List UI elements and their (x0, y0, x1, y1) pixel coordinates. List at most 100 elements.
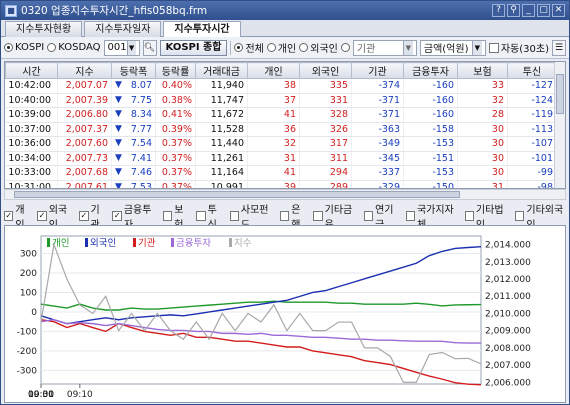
investor-radio-foreign[interactable]: 외국인 (299, 40, 338, 55)
column-header[interactable]: 금융투자 (403, 62, 458, 79)
index-name-button[interactable]: KOSPI 종합 (159, 39, 228, 56)
table-cell: 2,007.73 (57, 151, 112, 166)
column-header[interactable]: 시간 (5, 62, 58, 79)
investor-radio-institution[interactable] (340, 43, 350, 52)
unit-select[interactable]: 금액(억원) ▼ (419, 39, 486, 56)
line-chart: 300 200 100 0 -100 -200 -300 2,014.000 2,013.000… (17, 235, 531, 400)
maximize-button[interactable]: ▢ (537, 4, 550, 17)
column-header[interactable]: 보험 (457, 62, 508, 79)
pin-button[interactable]: ⚲ (507, 4, 520, 17)
chevron-down-icon[interactable]: ▼ (126, 40, 136, 55)
investor-radio-individual[interactable]: 개인 (266, 40, 297, 55)
table-cell: 28 (457, 107, 508, 123)
table-cell: 2,007.60 (57, 136, 112, 152)
y-tick-label-left: 300 (20, 250, 37, 260)
table-cell: 10:33:00 (5, 165, 58, 181)
toolbar: KOSPI KOSDAQ 001 ▼ 🔍︎ KOSPI 종합 전체 개인 외국인 (1, 37, 569, 59)
table-row[interactable]: 10:31:00 2,007.61 ▼ 7.53 0.37% 10,991 39 289 -32… (5, 180, 557, 189)
table-cell: 11,672 (195, 107, 248, 123)
y-tick-label-left: -100 (17, 327, 38, 337)
auto-refresh-checkbox[interactable]: 자동(30초) (488, 40, 549, 55)
column-header[interactable]: 등락률 (155, 62, 196, 79)
change-value: 7.41 (130, 152, 152, 164)
checkbox-box (279, 211, 290, 221)
table-cell: -337 (351, 165, 404, 181)
table-cell: -329 (351, 180, 404, 188)
unit-value: 금액(억원) (423, 44, 469, 55)
market-radio-kosdaq[interactable]: KOSDAQ (47, 42, 101, 53)
table-cell: ▼ 8.34 (111, 107, 156, 123)
minimize-button[interactable]: _ (522, 4, 535, 17)
table-cell: 31 (247, 151, 300, 166)
tab-index-daily[interactable]: 지수투자일자 (84, 21, 162, 37)
up-triangle-icon: ▼ (115, 123, 122, 134)
table-row[interactable]: 10:39:00 2,006.80 ▼ 8.34 0.41% 11,672 41 328 -37… (5, 107, 557, 123)
window-title: 0320 업종지수투자시간_hfis058bq.frm (21, 5, 208, 17)
series-line-3 (40, 319, 481, 344)
scroll-thumb[interactable] (556, 74, 564, 114)
table-cell: 37 (247, 93, 300, 108)
table-cell: 2,007.61 (57, 180, 112, 188)
investor-radio-all[interactable]: 전체 (234, 40, 264, 55)
market-radio-kospi[interactable]: KOSPI (4, 42, 44, 53)
column-header[interactable]: 개인 (247, 62, 300, 79)
table-cell: -153 (403, 136, 458, 152)
data-table: 시간 지수 등락폭 등락률 거래대금 개인 외국인 기관 금융투자 보험 투신 … (4, 61, 566, 189)
table-row[interactable]: 10:42:00 2,007.07 ▼ 8.07 0.40% 11,940 38 335 -37… (5, 78, 557, 94)
table-row[interactable]: 10:34:00 2,007.73 ▼ 7.41 0.37% 11,261 31 311 -34… (5, 151, 557, 166)
search-icon[interactable]: 🔍︎ (142, 39, 157, 56)
table-row[interactable]: 10:36:00 2,007.60 ▼ 7.54 0.37% 11,440 32 317 -34… (5, 136, 557, 152)
chevron-down-icon[interactable]: ▼ (402, 40, 413, 55)
chart-panel: 300 200 100 0 -100 -200 -300 2,014.000 2,013.000… (4, 225, 566, 403)
column-header[interactable]: 거래대금 (195, 62, 248, 79)
horizontal-scrollbar[interactable] (4, 189, 566, 200)
column-header[interactable]: 등락폭 (111, 62, 156, 79)
table-row[interactable]: 10:37:00 2,007.37 ▼ 7.77 0.39% 11,528 36 326 -36… (5, 122, 557, 137)
legend-swatch (133, 238, 136, 247)
y-tick-label-right: 2,008.000 (485, 344, 531, 354)
y-tick-label-right: 2,013.000 (485, 258, 531, 268)
vertical-scrollbar[interactable] (554, 62, 565, 188)
y-tick-label-left: -200 (17, 347, 38, 357)
close-button[interactable]: ✕ (552, 4, 565, 17)
table-row[interactable]: 10:33:00 2,007.68 ▼ 7.46 0.37% 11,164 41 294 -33… (5, 165, 557, 181)
chevron-down-icon[interactable]: ▼ (471, 40, 482, 55)
table-cell: ▼ 7.54 (111, 136, 156, 152)
table-cell: 328 (299, 107, 352, 123)
y-tick-label-right: 2,011.000 (485, 292, 531, 302)
y-tick-label-right: 2,012.000 (485, 275, 531, 285)
table-cell: -99 (507, 165, 557, 181)
table-cell: 2,006.80 (57, 107, 112, 123)
up-triangle-icon: ▼ (115, 181, 122, 189)
radio-dot (299, 43, 309, 52)
table-cell: 331 (299, 93, 352, 108)
help-button[interactable]: ? (492, 4, 505, 17)
investor-type-select[interactable]: 기관 ▼ (352, 39, 417, 56)
tab-index-overview[interactable]: 지수투자현황 (5, 21, 83, 37)
column-header[interactable]: 기관 (351, 62, 404, 79)
table-cell: 10:31:00 (5, 180, 58, 188)
legend-swatch (47, 238, 50, 247)
checkbox-box (229, 211, 239, 221)
column-header[interactable]: 지수 (57, 62, 112, 79)
tab-index-time[interactable]: 지수투자시간 (163, 21, 241, 37)
table-cell: 30 (457, 165, 508, 181)
table-cell: 0.37% (155, 180, 196, 188)
app-icon: ■ (5, 4, 17, 17)
change-value: 8.07 (130, 80, 152, 92)
index-code-select[interactable]: 001 ▼ (103, 39, 140, 56)
column-header[interactable]: 투신 (507, 62, 557, 79)
radio-label: 개인 (277, 44, 297, 55)
column-header[interactable]: 외국인 (299, 62, 352, 79)
table-cell: -107 (507, 136, 557, 152)
menu-icon[interactable]: ☰ (552, 39, 567, 56)
change-value: 8.34 (130, 109, 152, 121)
scroll-thumb[interactable] (14, 191, 460, 198)
title-bar[interactable]: ■ 0320 업종지수투자시간_hfis058bq.frm ? ⚲ _ ▢ ✕ (1, 1, 569, 20)
table-row[interactable]: 10:40:00 2,007.39 ▼ 7.75 0.38% 11,747 37 331 -37… (5, 93, 557, 108)
legend-label: 금융투자 (176, 238, 211, 249)
table-cell: 2,007.07 (57, 78, 112, 94)
x-tick-label: 10:30 (28, 390, 54, 400)
checkbox-box (488, 42, 499, 53)
table-cell: 30 (457, 151, 508, 166)
